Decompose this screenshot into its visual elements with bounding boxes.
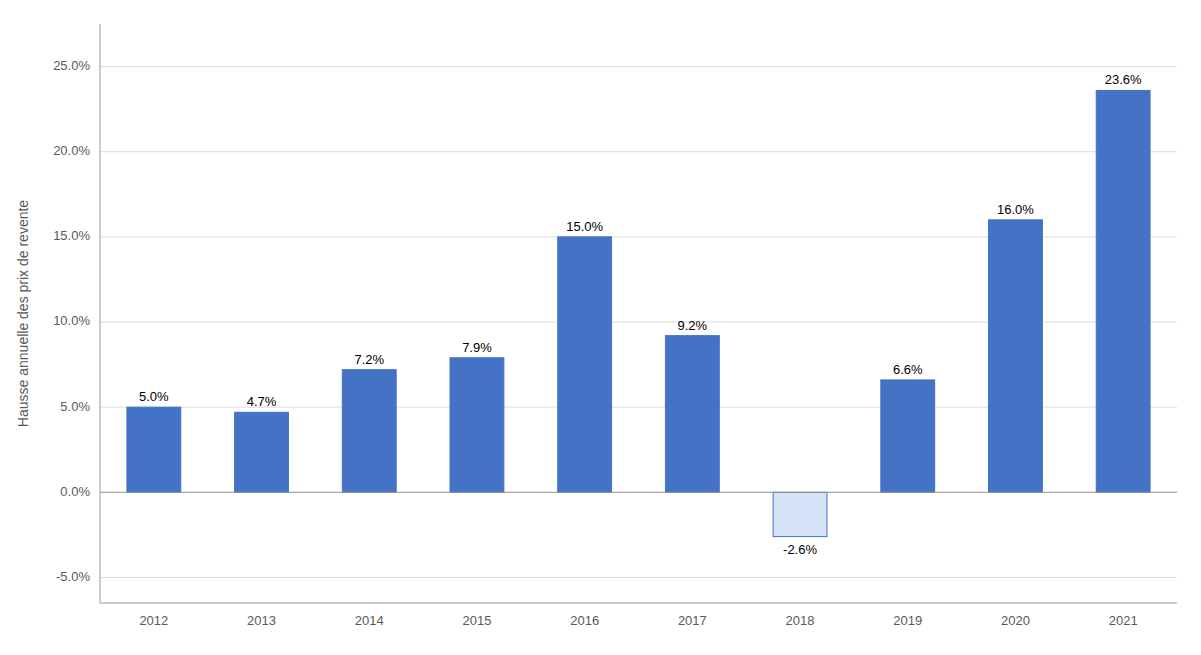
bar [1096, 90, 1150, 492]
data-label: 7.2% [354, 352, 384, 367]
x-tick-label: 2014 [355, 613, 384, 628]
bar [127, 407, 181, 492]
y-tick-label: 0.0% [60, 484, 90, 499]
bar [989, 220, 1043, 492]
grid-line [100, 151, 1177, 152]
data-label: 16.0% [997, 202, 1034, 217]
chart-container: -5.0% 0.0% 5.0% 10.0% 15.0% 20.0% 25.0% 5.0% 4.7… [0, 0, 1201, 655]
y-tick-label: 20.0% [53, 143, 90, 158]
bar [665, 336, 719, 493]
grid-line [100, 66, 1177, 67]
zero-line [100, 492, 1177, 493]
bar [342, 370, 396, 493]
x-tick-label: 2013 [247, 613, 276, 628]
x-tick-label: 2017 [678, 613, 707, 628]
data-label: 15.0% [566, 219, 603, 234]
x-tick-label: 2018 [786, 613, 815, 628]
grid-line [100, 577, 1177, 578]
chart-svg: -5.0% 0.0% 5.0% 10.0% 15.0% 20.0% 25.0% 5.0% 4.7… [0, 0, 1201, 655]
bar [235, 412, 289, 492]
x-tick-label: 2019 [893, 613, 922, 628]
x-tick-label: 2012 [139, 613, 168, 628]
data-label: 4.7% [247, 394, 277, 409]
y-tick-label: 15.0% [53, 228, 90, 243]
x-axis-line [100, 603, 1177, 604]
data-label: 5.0% [139, 389, 169, 404]
x-tick-label: 2015 [462, 613, 491, 628]
grid [100, 67, 1177, 578]
bar [773, 492, 827, 536]
x-tick-label: 2020 [1001, 613, 1030, 628]
y-tick-label: 25.0% [53, 58, 90, 73]
y-axis-line [100, 24, 101, 603]
data-label: 6.6% [893, 362, 923, 377]
y-axis-label: Hausse annuelle des prix de revente [15, 200, 31, 427]
x-tick-label: 2021 [1109, 613, 1138, 628]
y-tick-label: -5.0% [56, 569, 90, 584]
y-tick-label: 5.0% [60, 399, 90, 414]
data-label: 7.9% [462, 340, 492, 355]
grid-line [100, 492, 1177, 493]
bar [558, 237, 612, 492]
data-label: -2.6% [783, 542, 817, 557]
y-tick-label: 10.0% [53, 313, 90, 328]
bars [127, 90, 1150, 536]
bar [881, 380, 935, 492]
bar [450, 358, 504, 493]
x-tick-label: 2016 [570, 613, 599, 628]
data-label: 23.6% [1105, 72, 1142, 87]
data-label: 9.2% [678, 318, 708, 333]
